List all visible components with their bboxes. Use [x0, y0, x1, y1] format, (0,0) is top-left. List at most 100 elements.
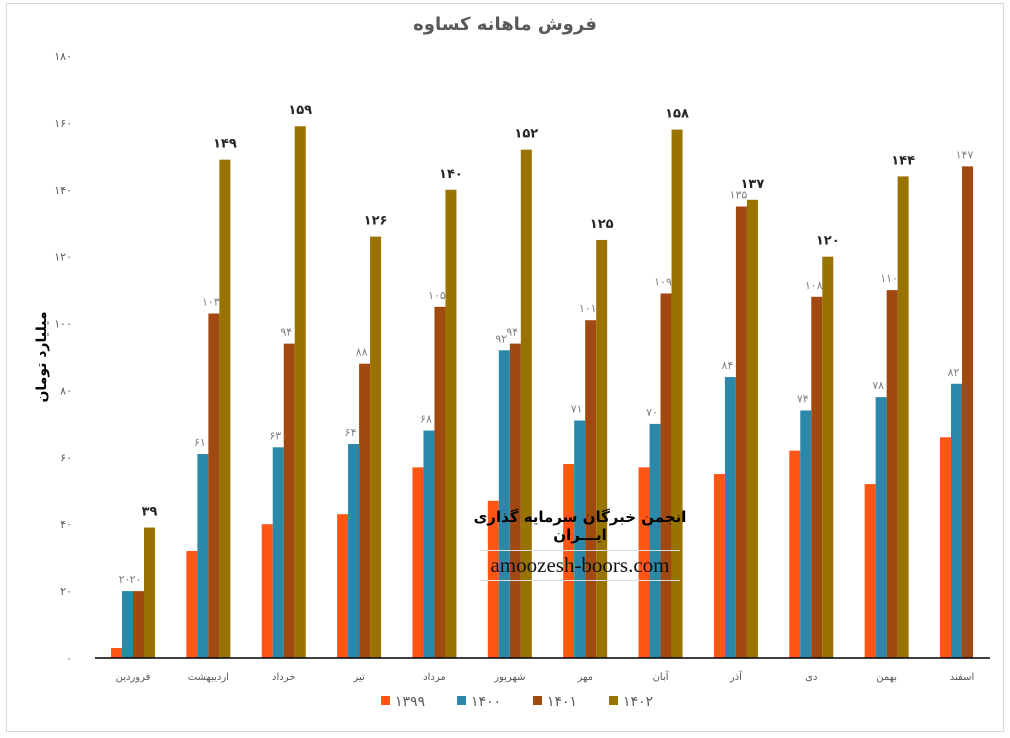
x-tick-label: اردیبهشت [188, 672, 229, 683]
data-label-1402: ۱۵۸ [665, 107, 689, 122]
bar-1401 [133, 591, 144, 658]
y-tick-label: ۴۰ [60, 518, 72, 531]
bar-1402 [520, 149, 532, 658]
x-tick-label: اسفند [950, 672, 974, 683]
bar-1399 [412, 467, 424, 658]
x-tick-label: فروردین [116, 672, 151, 683]
x-tick-label: آذر [729, 670, 743, 683]
data-label-1400: ۷۸ [872, 379, 884, 392]
bar-1402 [144, 527, 155, 658]
bar-1399 [337, 514, 349, 658]
data-label-1402: ۱۲۶ [364, 214, 388, 229]
x-tick-label: خرداد [272, 672, 295, 683]
bar-1402 [671, 129, 683, 659]
data-label-1401: ۹۴ [280, 326, 292, 339]
data-label-1402: ۱۴۴ [891, 153, 915, 168]
y-tick-label: ۶۰ [60, 451, 72, 464]
x-tick-label: آبان [653, 670, 670, 683]
bar-1402 [746, 199, 758, 659]
data-label-1400: ۹۲ [495, 332, 507, 345]
bar-1400 [423, 430, 435, 658]
data-label-1402: ۱۲۰ [816, 234, 840, 249]
y-tick-label: ۱۰۰ [54, 318, 72, 331]
bar-1399 [261, 524, 273, 658]
x-tick-label: بهمن [876, 672, 897, 683]
watermark: انجمن خبرگان سرمایه گذاری ایـــران amooz… [470, 508, 690, 581]
data-label-1401: ۱۰۵ [428, 289, 446, 302]
bar-1401 [208, 313, 220, 658]
data-label-1400: ۸۴ [721, 359, 733, 372]
bar-1399 [789, 450, 801, 658]
data-label-1402: ۱۴۹ [213, 137, 237, 152]
bar-1399 [713, 474, 725, 658]
bar-1400 [348, 443, 360, 658]
x-tick-label: مهر [576, 672, 592, 683]
bar-1399 [487, 500, 499, 658]
bar-1399 [940, 437, 951, 658]
data-label-1400: ۷۰ [646, 406, 658, 419]
bar-1400 [951, 383, 962, 658]
data-label-1401: ۹۴ [506, 326, 518, 339]
chart-frame [6, 3, 1004, 732]
x-tick-label: شهریور [493, 672, 525, 683]
y-axis-label: میلیارد تومان [34, 311, 50, 402]
data-label-1400: ۲۰ [119, 573, 131, 586]
data-label-1401: ۱۴۷ [956, 148, 974, 161]
bar-1402 [294, 126, 306, 658]
data-label-1402: ۱۴۰ [439, 167, 463, 182]
legend-label-1399: ۱۳۹۹ [395, 694, 425, 710]
legend-swatch-1401 [533, 696, 542, 705]
bar-1400 [197, 453, 209, 658]
bar-1402 [219, 159, 231, 658]
data-label-1400: ۸۲ [948, 366, 960, 379]
legend-swatch-1402 [609, 696, 618, 705]
data-label-1400: ۶۸ [420, 413, 432, 426]
data-label-1401: ۱۰۱ [579, 302, 597, 315]
data-label-1400: ۶۴ [345, 426, 357, 439]
bar-1399 [111, 647, 122, 658]
legend-label-1401: ۱۴۰۱ [547, 694, 577, 710]
bar-1401 [886, 290, 898, 658]
bar-1401 [434, 306, 446, 658]
bar-1400 [122, 591, 133, 658]
bar-1401 [735, 206, 747, 658]
data-label-1400: ۷۴ [797, 393, 809, 406]
legend-swatch-1399 [381, 696, 390, 705]
y-tick-label: ۱۸۰ [54, 50, 72, 63]
bar-1400 [724, 377, 736, 658]
y-tick-label: ۱۶۰ [54, 117, 72, 130]
data-label-1401: ۱۳۵ [730, 189, 748, 202]
y-tick-label: ۲۰ [60, 585, 72, 598]
bar-1399 [864, 484, 876, 658]
bar-1401 [509, 343, 521, 658]
bar-1402 [370, 236, 382, 658]
data-label-1402: ۱۵۲ [514, 127, 538, 142]
bar-1399 [186, 550, 198, 658]
watermark-line1: انجمن خبرگان سرمایه گذاری ایـــران [473, 508, 687, 544]
y-tick-label: ۰ [66, 652, 72, 665]
chart-title: فروش ماهانه کساوه [413, 14, 597, 35]
bar-1400 [800, 410, 812, 658]
data-label-1400: ۶۳ [269, 429, 281, 442]
y-tick-label: ۱۲۰ [54, 251, 72, 264]
bar-1400 [574, 420, 586, 658]
bar-1402 [897, 176, 909, 658]
bar-1402 [596, 239, 608, 658]
data-label-1401: ۸۸ [356, 346, 368, 359]
bar-1400 [498, 350, 510, 658]
bar-1401 [585, 320, 597, 658]
watermark-line2: amoozesh-boors.com [480, 550, 680, 581]
bar-1399 [563, 464, 575, 658]
bar-1401 [283, 343, 295, 658]
x-tick-label: دی [805, 672, 817, 683]
bar-1402 [445, 189, 457, 658]
bar-1400 [649, 423, 661, 658]
legend-label-1402: ۱۴۰۲ [623, 694, 653, 710]
bar-1401 [660, 293, 672, 658]
x-tick-label: تیر [352, 672, 365, 683]
legend-label-1400: ۱۴۰۰ [471, 694, 501, 710]
bar-1401 [962, 166, 973, 658]
bar-1400 [272, 447, 284, 658]
legend-swatch-1400 [457, 696, 466, 705]
